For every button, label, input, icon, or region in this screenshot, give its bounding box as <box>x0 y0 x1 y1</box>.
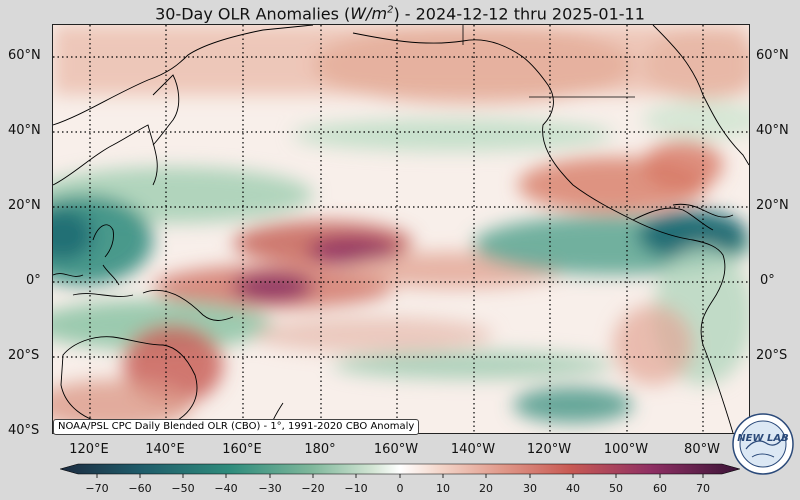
lat-label-right-eq: 0° <box>760 273 775 288</box>
lat-label-left-40n: 40°N <box>8 123 41 138</box>
anomaly-field <box>53 25 749 430</box>
colorbar-tick-label: 0 <box>396 482 404 495</box>
coast-gulf <box>632 207 714 231</box>
colorbar-tick-marks <box>96 474 704 478</box>
colorbar-tick-label: −60 <box>128 482 152 495</box>
colorbar-tick-label: 70 <box>696 482 710 495</box>
lon-label-160w: 160°W <box>373 442 419 457</box>
title-dates: ) - 2024-12-12 thru 2025-01-11 <box>393 4 645 24</box>
coast-indonesia-png <box>53 273 234 321</box>
coast-japan <box>152 74 180 146</box>
olr-anomaly-map <box>52 24 750 434</box>
lat-label-right-20n: 20°N <box>756 198 789 213</box>
map-title: 30-Day OLR Anomalies (W/m2) - 2024-12-12… <box>0 0 800 24</box>
logo-text: NEW LAB <box>737 433 788 444</box>
colorbar <box>60 463 740 478</box>
coast-china <box>53 124 158 186</box>
colorbar-tick-label: 20 <box>479 482 493 495</box>
colorbar-tick-label: 60 <box>653 482 667 495</box>
colorbar-tick-label: −20 <box>301 482 325 495</box>
lat-label-left-eq: 0° <box>26 273 41 288</box>
colorbar-tick-label: −30 <box>258 482 282 495</box>
coastlines <box>53 25 749 433</box>
title-prefix: 30-Day OLR Anomalies ( <box>155 4 351 24</box>
lat-label-left-60n: 60°N <box>8 48 41 63</box>
lat-label-right-40n: 40°N <box>756 123 789 138</box>
colorbar-tick-label: −10 <box>344 482 368 495</box>
colorbar-tick-label: −50 <box>171 482 195 495</box>
lat-label-left-20n: 20°N <box>8 198 41 213</box>
lat-label-right-60n: 60°N <box>756 48 789 63</box>
graticule <box>53 25 749 433</box>
lon-label-140e: 140°E <box>145 442 185 457</box>
colorbar-tick-label: 40 <box>566 482 580 495</box>
colorbar-tick-label: −70 <box>85 482 109 495</box>
map-canvas <box>53 25 749 433</box>
coast-philippines <box>92 224 120 286</box>
lat-label-left-20s: 20°S <box>8 348 40 363</box>
lon-label-120e: 120°E <box>69 442 109 457</box>
coast-north-america-east <box>652 25 749 166</box>
lon-label-80w: 80°W <box>684 442 720 457</box>
title-unit: W/m <box>350 4 388 24</box>
colorbar-tick-label: 50 <box>609 482 623 495</box>
data-source-credit: NOAA/PSL CPC Daily Blended OLR (CBO) - 1… <box>53 419 420 435</box>
lon-label-140w: 140°W <box>450 442 496 457</box>
lat-label-left-40s: 40°S <box>8 423 40 438</box>
colorbar-tick-label: 30 <box>523 482 537 495</box>
coast-americas <box>352 32 734 433</box>
title-unit-exponent: 2 <box>387 5 394 16</box>
lon-label-180: 180° <box>304 442 336 457</box>
colorbar-tick-label: 10 <box>436 482 450 495</box>
coast-asia-north <box>53 25 314 126</box>
colorbar-gradient <box>60 463 740 475</box>
colorbar-tick-label: −40 <box>214 482 238 495</box>
lat-label-right-20s: 20°S <box>756 348 788 363</box>
lon-label-120w: 120°W <box>526 442 572 457</box>
lon-label-100w: 100°W <box>603 442 649 457</box>
newlab-logo: NEW LAB <box>732 413 794 475</box>
lon-label-160e: 160°E <box>222 442 262 457</box>
